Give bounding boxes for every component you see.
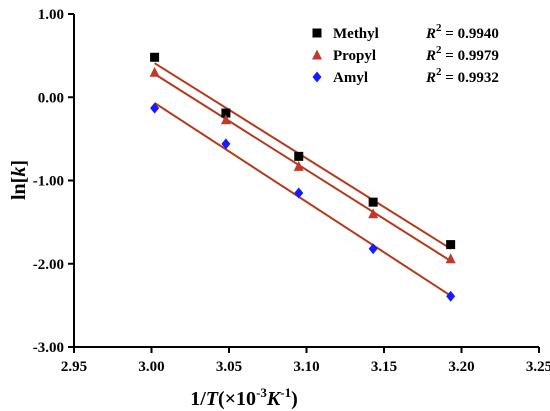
x-tick-label: 3.10 bbox=[293, 359, 319, 375]
y-tick-label: -2.00 bbox=[33, 257, 64, 273]
data-point-amyl bbox=[446, 290, 456, 302]
x-tick-label: 3.25 bbox=[526, 359, 550, 375]
legend-label-propyl: Propyl bbox=[333, 48, 376, 64]
x-axis-title: 1/T(×10-3K-1) bbox=[190, 385, 298, 410]
data-point-methyl bbox=[368, 197, 378, 207]
x-tick-label: 2.95 bbox=[61, 359, 87, 375]
axes bbox=[68, 13, 540, 353]
x-tick-labels: 2.95 3.00 3.05 3.10 3.15 3.20 3.25 bbox=[61, 359, 550, 375]
data-point-methyl bbox=[150, 52, 160, 62]
trendlines bbox=[154, 62, 452, 297]
trendline-propyl bbox=[154, 73, 452, 262]
data-point-propyl bbox=[445, 253, 456, 264]
x-tick-label: 3.20 bbox=[448, 359, 474, 375]
legend-r2-propyl: R2 = 0.9979 bbox=[425, 44, 499, 64]
data-point-amyl bbox=[221, 138, 231, 150]
data-point-propyl bbox=[368, 208, 379, 219]
y-tick-label: 0.00 bbox=[38, 90, 64, 106]
trendline-amyl bbox=[154, 102, 452, 297]
y-tick-label: -1.00 bbox=[33, 174, 64, 190]
y-tick-label: -3.00 bbox=[33, 340, 64, 356]
x-tick-label: 3.05 bbox=[216, 359, 242, 375]
data-point-methyl bbox=[221, 108, 231, 118]
legend-marker-propyl bbox=[312, 49, 322, 60]
data-point-propyl bbox=[293, 160, 304, 171]
legend-marker-methyl bbox=[312, 28, 322, 38]
legend-label-amyl: Amyl bbox=[333, 70, 368, 86]
data-point-amyl bbox=[150, 102, 160, 114]
data-point-amyl bbox=[294, 187, 304, 199]
data-points bbox=[149, 52, 456, 302]
legend-label-methyl: Methyl bbox=[333, 26, 379, 42]
x-tick-label: 3.15 bbox=[371, 359, 397, 375]
data-point-methyl bbox=[294, 151, 304, 161]
legend-r2-amyl: R2 = 0.9932 bbox=[425, 66, 499, 86]
data-point-propyl bbox=[220, 114, 231, 125]
data-point-propyl bbox=[149, 66, 160, 77]
legend-r2-methyl: R2 = 0.9940 bbox=[425, 22, 499, 42]
y-tick-label: 1.00 bbox=[38, 7, 64, 23]
data-point-amyl bbox=[368, 243, 378, 255]
x-tick-label: 3.00 bbox=[138, 359, 164, 375]
y-tick-labels: 1.00 0.00 -1.00 -2.00 -3.00 bbox=[33, 7, 64, 356]
legend: Methyl R2 = 0.9940 Propyl R2 = 0.9979 Amyl R2… bbox=[312, 22, 499, 86]
data-point-methyl bbox=[446, 240, 456, 250]
y-axis-title: ln[k] bbox=[8, 160, 30, 200]
legend-marker-amyl bbox=[312, 71, 322, 83]
